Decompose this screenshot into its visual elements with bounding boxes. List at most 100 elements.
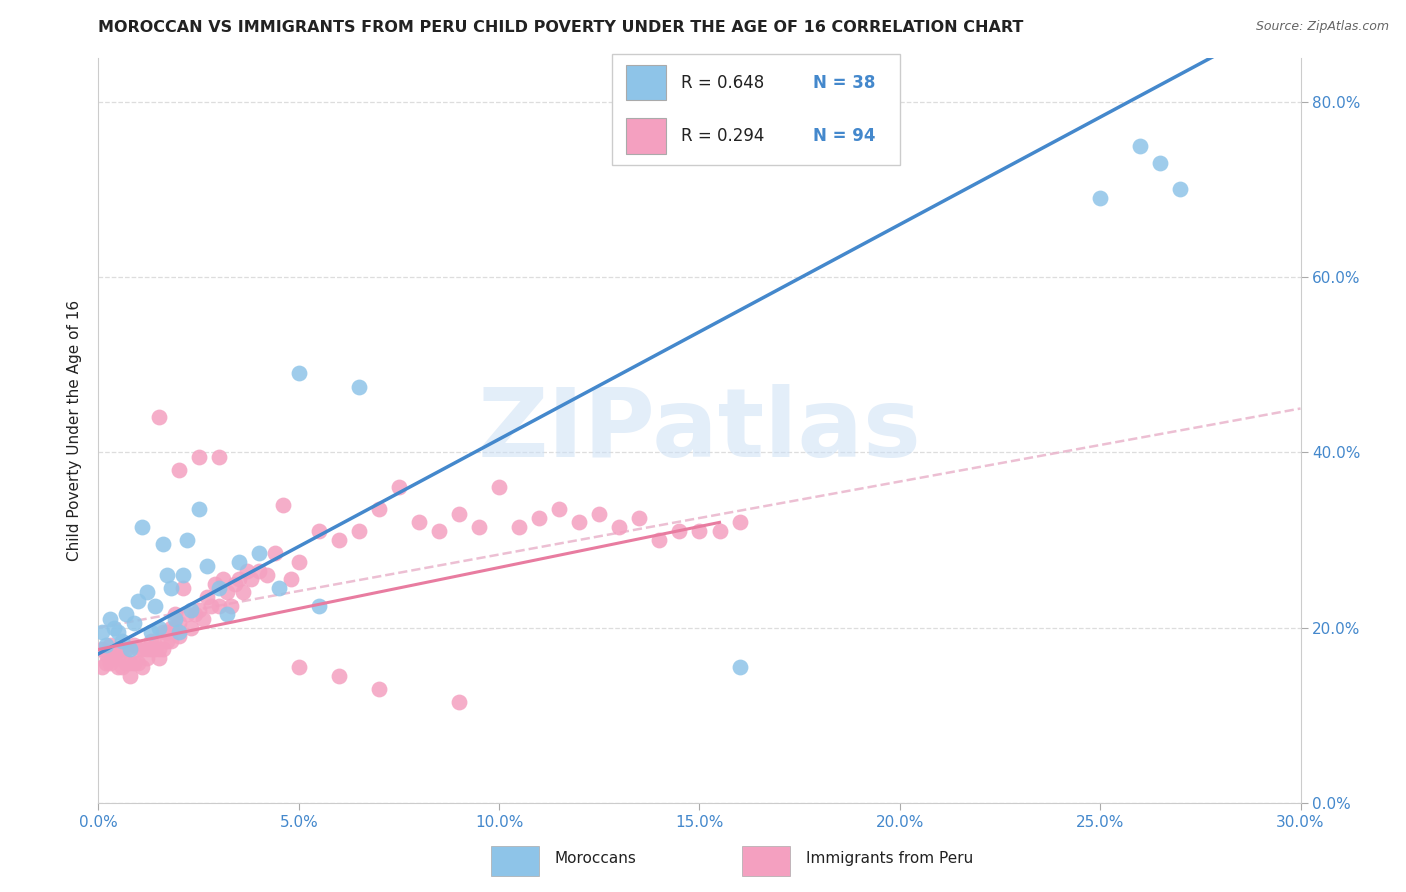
Point	[111, 633, 134, 648]
Point	[163, 607, 186, 622]
Point	[131, 642, 153, 657]
Point	[128, 656, 150, 670]
Point	[215, 585, 238, 599]
Point	[115, 642, 138, 657]
Point	[155, 633, 177, 648]
Point	[139, 633, 162, 648]
Point	[111, 642, 134, 657]
Point	[115, 656, 138, 670]
Point	[1088, 191, 1111, 205]
Text: ZIPatlas: ZIPatlas	[478, 384, 921, 477]
Point	[148, 642, 170, 657]
Point	[204, 576, 226, 591]
Point	[187, 603, 209, 617]
Point	[103, 621, 125, 635]
Point	[103, 651, 125, 665]
Point	[100, 638, 122, 652]
Point	[91, 660, 114, 674]
Point	[1149, 156, 1171, 170]
Point	[447, 507, 470, 521]
Point	[568, 516, 591, 530]
Point	[308, 524, 330, 538]
Point	[143, 642, 166, 657]
Point	[1170, 182, 1192, 196]
Point	[328, 533, 350, 547]
Point	[100, 656, 122, 670]
Point	[247, 564, 270, 578]
Point	[388, 480, 411, 494]
Bar	[742, 847, 790, 876]
Point	[167, 629, 190, 643]
Point	[408, 516, 430, 530]
Y-axis label: Child Poverty Under the Age of 16: Child Poverty Under the Age of 16	[67, 300, 83, 561]
Point	[139, 642, 162, 657]
Point	[668, 524, 690, 538]
Point	[124, 638, 146, 652]
Point	[159, 621, 181, 635]
Point	[167, 463, 190, 477]
Point	[148, 651, 170, 665]
Point	[176, 607, 198, 622]
Bar	[491, 847, 538, 876]
Point	[368, 681, 391, 696]
Point	[107, 624, 129, 639]
Point	[100, 612, 122, 626]
Point	[224, 576, 246, 591]
Point	[163, 621, 186, 635]
Text: N = 38: N = 38	[813, 73, 876, 92]
Point	[148, 621, 170, 635]
Point	[111, 660, 134, 674]
Point	[128, 594, 150, 608]
Point	[195, 559, 218, 574]
Point	[232, 585, 254, 599]
Point	[728, 660, 751, 674]
Point	[115, 607, 138, 622]
Point	[1129, 138, 1152, 153]
Point	[728, 516, 751, 530]
Point	[288, 367, 311, 381]
Point	[152, 624, 174, 639]
Point	[143, 599, 166, 613]
Point	[508, 520, 530, 534]
Point	[256, 568, 278, 582]
Point	[219, 599, 242, 613]
Text: Source: ZipAtlas.com: Source: ZipAtlas.com	[1256, 20, 1389, 33]
Point	[187, 450, 209, 464]
Point	[91, 642, 114, 657]
Point	[96, 656, 118, 670]
Point	[163, 612, 186, 626]
Point	[167, 624, 190, 639]
Point	[103, 647, 125, 661]
Point	[91, 624, 114, 639]
Point	[135, 585, 157, 599]
Point	[152, 642, 174, 657]
Point	[183, 607, 205, 622]
Point	[124, 656, 146, 670]
Point	[709, 524, 731, 538]
Point	[347, 524, 370, 538]
Point	[200, 599, 222, 613]
Point	[195, 590, 218, 604]
Point	[135, 651, 157, 665]
Point	[215, 607, 238, 622]
Point	[280, 573, 302, 587]
Text: Immigrants from Peru: Immigrants from Peru	[806, 851, 973, 866]
Point	[176, 533, 198, 547]
Point	[96, 638, 118, 652]
Point	[148, 410, 170, 425]
Point	[159, 581, 181, 595]
Point	[239, 573, 262, 587]
Point	[288, 555, 311, 569]
Point	[155, 568, 177, 582]
Point	[143, 638, 166, 652]
Point	[235, 564, 257, 578]
Point	[120, 642, 142, 657]
Point	[228, 573, 250, 587]
Text: Moroccans: Moroccans	[555, 851, 637, 866]
Point	[609, 520, 631, 534]
Point	[107, 651, 129, 665]
Point	[96, 647, 118, 661]
Point	[131, 520, 153, 534]
Point	[107, 660, 129, 674]
Point	[628, 511, 651, 525]
